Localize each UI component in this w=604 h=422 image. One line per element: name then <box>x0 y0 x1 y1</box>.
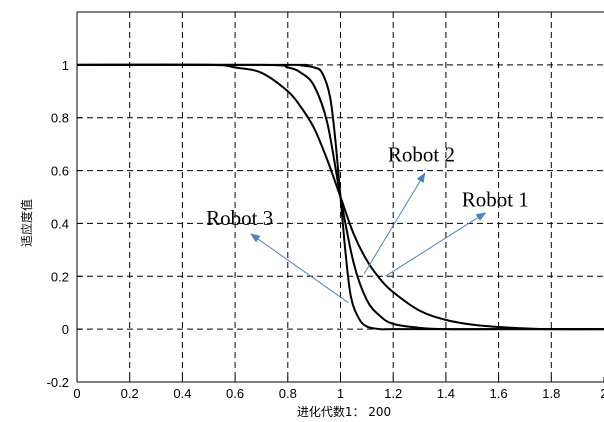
annotation-arrow-robot-3 <box>250 233 349 304</box>
y-tick-label: -0.2 <box>47 375 69 390</box>
y-axis-label: 适应度值 <box>19 199 34 247</box>
x-tick-label: 1.2 <box>384 386 402 401</box>
x-tick-label: 0.4 <box>173 386 191 401</box>
annotation-arrows <box>250 172 487 304</box>
annotation-arrow-robot-2 <box>363 172 426 274</box>
tick-labels: 0 0.2 0.4 0.6 0.8 1 1.2 1.4 1.6 1.8 2 -0.2 0 0.2 0.4 0.… <box>47 58 604 401</box>
x-tick-label: 1.8 <box>542 386 560 401</box>
x-tick-label: 2 <box>600 386 604 401</box>
y-tick-label: 0.8 <box>51 111 69 126</box>
x-tick-label: 0 <box>73 386 80 401</box>
y-tick-label: 0 <box>62 322 69 337</box>
annotation-label-robot-3: Robot 3 <box>206 206 273 230</box>
x-axis-label: 进化代数1： 200 <box>297 404 391 419</box>
y-tick-label: 0.2 <box>51 269 69 284</box>
x-tick-label: 1.6 <box>490 386 508 401</box>
series-line-robot-3 <box>76 63 604 331</box>
annotation-labels: Robot 2 Robot 1 Robot 3 <box>206 142 529 229</box>
x-tick-label: 1 <box>337 386 344 401</box>
series-line-robot-1 <box>76 63 604 331</box>
annotation-label-robot-1: Robot 1 <box>462 187 529 211</box>
series-lines <box>76 63 604 331</box>
axes-frame <box>76 11 604 383</box>
annotation-arrow-robot-1 <box>385 212 487 277</box>
y-tick-label: 0.6 <box>51 164 69 179</box>
x-tick-label: 0.2 <box>121 386 139 401</box>
x-tick-label: 1.4 <box>437 386 455 401</box>
y-tick-label: 0.4 <box>51 216 69 231</box>
y-tick-label: 1 <box>62 58 69 73</box>
annotation-label-robot-2: Robot 2 <box>388 142 455 166</box>
x-tick-label: 0.6 <box>226 386 244 401</box>
x-tick-label: 0.8 <box>279 386 297 401</box>
